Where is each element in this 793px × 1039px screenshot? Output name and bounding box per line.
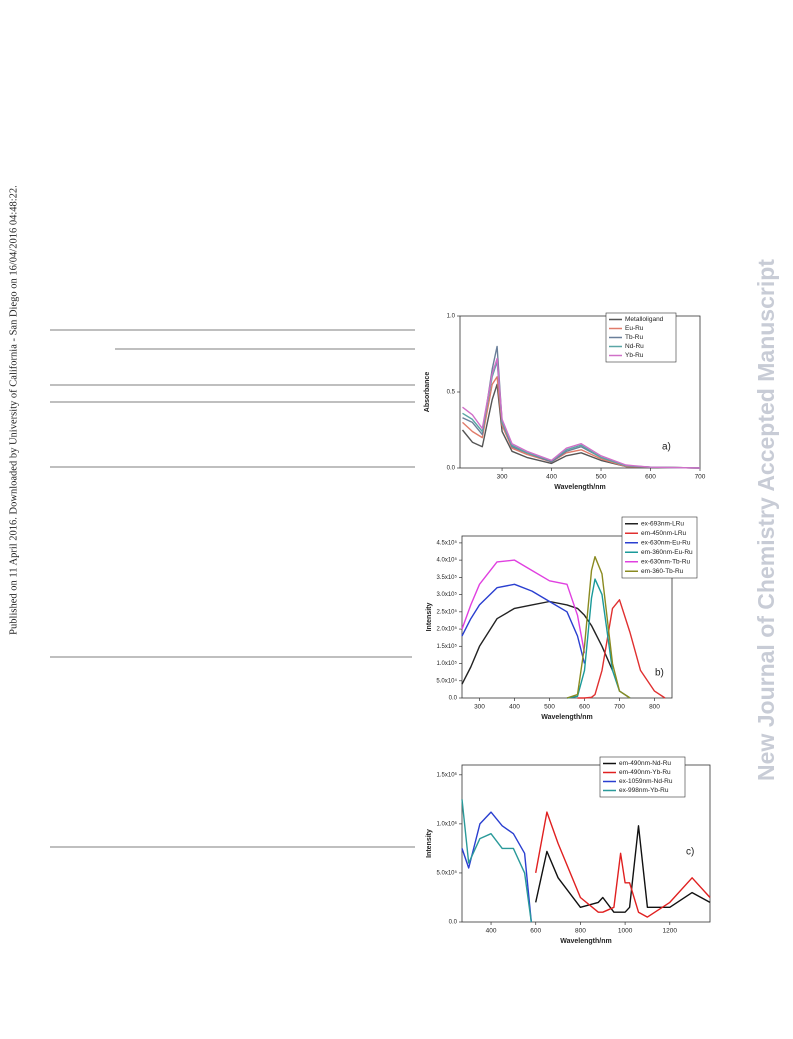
y-tick-label: 0.0 [447, 466, 456, 472]
series-line [461, 583, 586, 664]
chart: 300 400 500 600 700 0.0 0.5 1.0 Wavelength/nm Abs… [424, 312, 706, 491]
x-tick-label: 300 [497, 474, 508, 481]
chart: 400 600 800 1000 1200 0.0 5.0x10⁵ 1.0x10⁶ 1.5x10… [426, 756, 711, 945]
series-line [461, 383, 701, 469]
legend-label: ex-1059nm-Nd-Ru [619, 778, 673, 785]
x-tick-label: 600 [579, 704, 590, 711]
legend-label: Tb-Ru [625, 334, 643, 341]
y-tick-label: 1.0x10⁵ [436, 660, 457, 667]
x-axis-label: Wavelength/nm [560, 938, 611, 945]
y-tick-label: 0.0 [449, 920, 458, 926]
panel-label: c) [686, 847, 694, 858]
legend-label: Yb-Ru [625, 352, 644, 359]
y-tick-label: 0.5 [447, 390, 456, 396]
x-tick-label: 600 [530, 928, 541, 935]
legend-label: Eu-Ru [625, 325, 644, 332]
table-rules [50, 329, 415, 848]
series-line [462, 376, 701, 469]
y-tick-label: 2.5x10⁵ [436, 608, 457, 615]
chart: 300 400 500 600 700 800 0.0 5.0x10⁴ 1.0x10⁵ 1.5x1… [426, 516, 698, 721]
y-tick-label: 1.0x10⁶ [437, 820, 458, 827]
y-tick-label: 1.0 [447, 314, 456, 320]
legend-label: ex-693nm-LRu [641, 520, 684, 527]
x-tick-label: 600 [645, 474, 656, 481]
legend-label: ex-630nm-Eu-Ru [641, 539, 691, 546]
x-tick-label: 800 [649, 704, 660, 711]
series-line [462, 357, 701, 469]
x-tick-label: 700 [695, 474, 706, 481]
series-line [566, 556, 631, 699]
y-tick-label: 4.0x10⁵ [436, 557, 457, 564]
legend-label: em-490nm-Nd-Ru [619, 760, 671, 767]
legend-label: em-490nm-Yb-Ru [619, 769, 671, 776]
x-tick-label: 400 [509, 704, 520, 711]
panel-label: a) [662, 442, 671, 453]
x-tick-label: 700 [614, 704, 625, 711]
legend-label: em-360nm-Eu-Ru [641, 549, 693, 556]
y-tick-label: 3.5x10⁵ [436, 574, 457, 581]
legend-box [621, 516, 698, 579]
x-axis-label: Wavelength/nm [554, 484, 605, 491]
series-line [461, 600, 614, 685]
y-tick-label: 5.0x10⁴ [436, 677, 457, 684]
legend-label: ex-998nm-Yb-Ru [619, 787, 669, 794]
series-line [461, 799, 532, 923]
series-line [577, 599, 666, 699]
y-axis-label: Intensity [426, 603, 433, 632]
y-axis-label: Intensity [426, 829, 433, 858]
legend-label: Nd-Ru [625, 343, 644, 350]
series-line [461, 811, 532, 923]
legend-label: em-450nm-LRu [641, 530, 687, 537]
panel-label: b) [655, 668, 664, 679]
x-tick-label: 500 [544, 704, 555, 711]
y-tick-label: 1.5x10⁵ [436, 643, 457, 650]
series-line [461, 559, 586, 654]
plot-frame [461, 764, 711, 923]
legend-label: ex-630nm-Tb-Ru [641, 558, 691, 565]
y-tick-label: 2.0x10⁵ [436, 626, 457, 633]
y-tick-label: 1.5x10⁶ [437, 771, 458, 778]
side-note: Published on 11 April 2016. Downloaded b… [8, 185, 19, 635]
legend-label: Metalloligand [625, 316, 664, 323]
series-line [535, 811, 711, 918]
y-tick-label: 5.0x10⁵ [436, 870, 457, 877]
watermark: New Journal of Chemistry Accepted Manusc… [753, 259, 779, 781]
y-tick-label: 4.5x10⁵ [436, 539, 457, 546]
x-tick-label: 300 [474, 704, 485, 711]
x-axis-label: Wavelength/nm [541, 714, 592, 721]
x-tick-label: 400 [546, 474, 557, 481]
y-axis-label: Absorbance [424, 372, 431, 413]
figure: 300 400 500 600 700 0.0 0.5 1.0 Wavelength/nm Abs… [424, 312, 711, 945]
x-tick-label: 400 [486, 928, 497, 935]
x-tick-label: 500 [596, 474, 607, 481]
x-tick-label: 1200 [663, 928, 678, 935]
x-tick-label: 800 [575, 928, 586, 935]
legend-label: em-360-Tb-Ru [641, 568, 684, 575]
y-tick-label: 0.0 [449, 696, 458, 702]
x-tick-label: 1000 [618, 928, 633, 935]
y-tick-label: 3.0x10⁵ [436, 591, 457, 598]
